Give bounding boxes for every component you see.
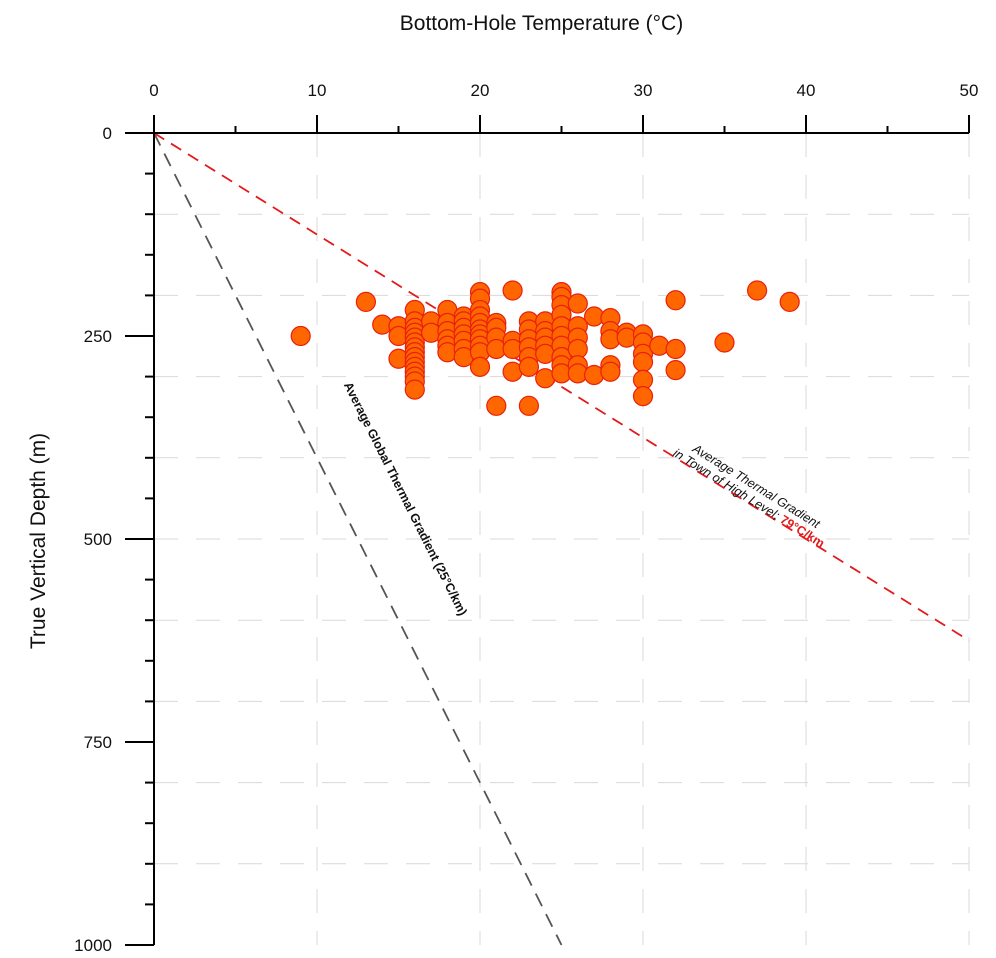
y-axis-title: True Vertical Depth (m) xyxy=(27,433,50,649)
y-tick-label: 250 xyxy=(84,327,112,346)
local-gradient-label-line1: Average Thermal Gradient xyxy=(689,441,823,531)
y-tick-label: 1000 xyxy=(74,936,112,955)
data-point xyxy=(746,280,768,301)
local-gradient-annotation: Average Thermal Gradient in Town of High… xyxy=(671,441,827,551)
data-point xyxy=(600,361,621,382)
y-tick-label: 500 xyxy=(84,530,112,549)
data-point xyxy=(779,291,800,312)
x-axis-title: Bottom-Hole Temperature (°C) xyxy=(400,12,683,35)
data-point xyxy=(355,291,376,312)
data-point xyxy=(649,335,670,356)
x-tick-label: 0 xyxy=(149,81,158,100)
x-tick-label: 30 xyxy=(634,81,653,100)
annotations: Average Global Thermal Gradient (25°C/km… xyxy=(341,380,827,618)
data-point xyxy=(632,385,654,407)
x-tick-label: 50 xyxy=(960,81,979,100)
data-point xyxy=(518,395,540,416)
data-point xyxy=(290,325,311,347)
x-tick-label: 40 xyxy=(797,81,816,100)
global-gradient-line xyxy=(153,132,563,946)
grid xyxy=(154,133,970,945)
data-point xyxy=(567,293,588,314)
global-gradient-annotation: Average Global Thermal Gradient (25°C/km… xyxy=(341,380,470,618)
data-point xyxy=(404,379,425,400)
data-points xyxy=(290,280,800,416)
axis-labels: Bottom-Hole Temperature (°C) True Vertic… xyxy=(27,12,683,649)
data-point xyxy=(632,351,654,373)
data-point xyxy=(583,364,605,386)
local-gradient-line xyxy=(153,132,970,642)
data-point xyxy=(502,280,523,301)
x-tick-label: 10 xyxy=(308,81,327,100)
y-tick-label: 750 xyxy=(84,733,112,752)
local-gradient-label-line2: in Town of High Level; 79°C/km xyxy=(671,446,827,551)
data-point xyxy=(665,290,686,311)
data-point xyxy=(486,395,507,416)
reference-lines xyxy=(153,132,970,946)
data-point xyxy=(518,356,540,377)
data-point xyxy=(714,332,735,353)
global-gradient-label: Average Global Thermal Gradient (25°C/km… xyxy=(341,380,470,618)
x-tick-label: 20 xyxy=(471,81,490,100)
data-point xyxy=(469,356,491,377)
y-tick-label: 0 xyxy=(103,124,112,143)
data-point xyxy=(665,338,686,360)
data-point xyxy=(665,360,686,381)
